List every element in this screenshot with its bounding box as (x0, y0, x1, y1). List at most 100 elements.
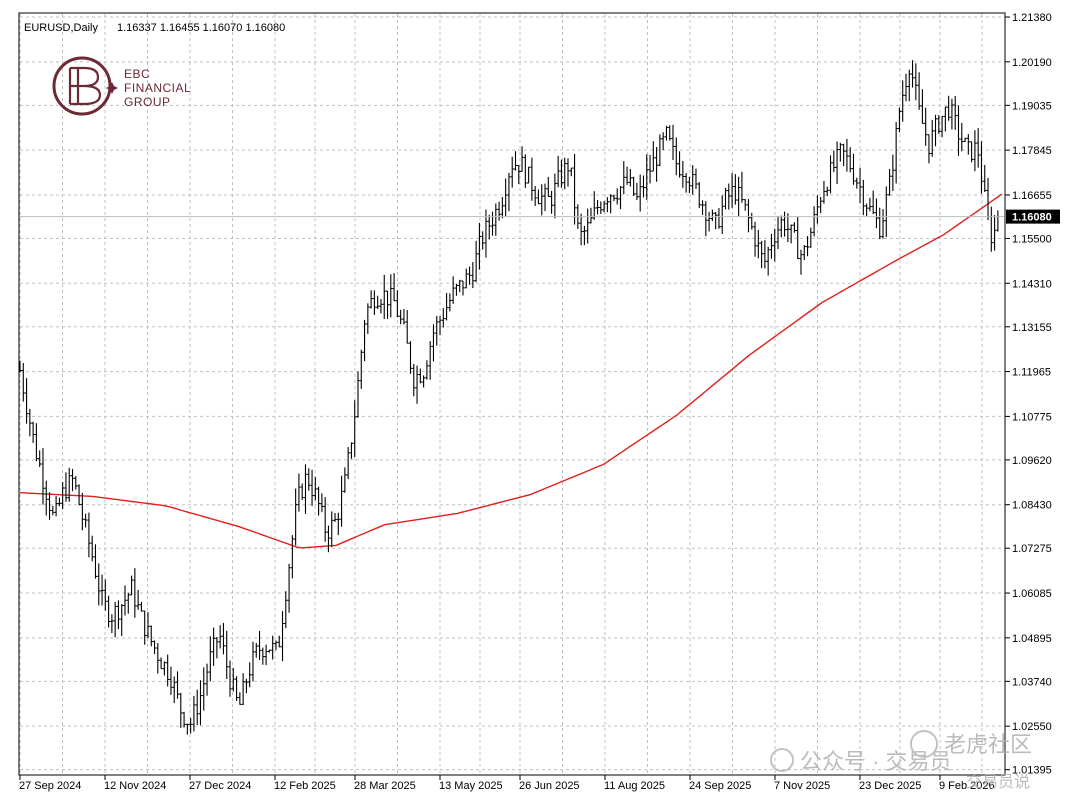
ohlc-bar (418, 368, 422, 384)
ohlc-bar (887, 168, 892, 196)
ohlc-bar (661, 132, 665, 151)
ohlc-bar (700, 200, 705, 216)
ohlc-bar (635, 182, 639, 201)
ohlc-bar (970, 141, 974, 163)
ohlc-bar (438, 315, 442, 336)
ohlc-bar (523, 154, 527, 188)
ohlc-values: 1.16337 1.16455 1.16070 1.16080 (117, 22, 285, 34)
ohlc-bar (664, 125, 669, 141)
ohlc-bar (612, 194, 616, 202)
ohlc-bar (956, 105, 961, 156)
ohlc-bar (628, 168, 632, 187)
ohlc-bar (910, 60, 915, 88)
ohlc-bar (172, 676, 176, 704)
ohlc-bar (44, 480, 48, 516)
ohlc-bar (198, 680, 203, 726)
ohlc-bar (152, 640, 157, 655)
ohlc-bar (733, 174, 737, 205)
x-tick-label: 13 May 2025 (439, 780, 503, 792)
ohlc-bar (848, 147, 852, 173)
ohlc-bar (271, 635, 275, 660)
ohlc-bar (625, 166, 629, 185)
ohlc-bar (349, 442, 354, 459)
ohlc-bar (513, 151, 518, 171)
ohlc-bar (819, 196, 823, 214)
ohlc-bar (80, 492, 84, 531)
ohlc-bar (399, 309, 403, 325)
ohlc-bar (238, 692, 242, 705)
x-tick-label: 23 Dec 2025 (859, 780, 921, 792)
ohlc-bar (773, 228, 777, 262)
ohlc-bar (248, 662, 252, 688)
ohlc-bar (61, 482, 65, 510)
ohlc-bar (225, 630, 229, 679)
ohlc-bar (70, 468, 75, 492)
ohlc-bar (156, 643, 160, 674)
ohlc-bar (654, 146, 659, 182)
ohlc-bar (645, 154, 649, 200)
ohlc-bar (881, 209, 885, 239)
ohlc-bar (720, 195, 724, 234)
ohlc-bar (448, 293, 452, 312)
y-tick-label: 1.19035 (1012, 100, 1052, 112)
ohlc-bar (356, 371, 360, 418)
ohlc-bar (586, 208, 590, 244)
ohlc-bar (24, 378, 29, 424)
x-tick-label: 9 Feb 2026 (939, 780, 995, 792)
ohlc-bar (796, 217, 800, 260)
ohlc-bar (192, 695, 196, 732)
last-price-tag (1006, 209, 1060, 224)
ohlc-bar (618, 185, 623, 210)
logo-line-3: GROUP (124, 95, 171, 109)
ohlc-bar (74, 475, 78, 490)
ohlc-bar (799, 249, 803, 275)
ohlc-bar (120, 604, 124, 636)
y-tick-label: 1.06085 (1012, 588, 1052, 600)
ohlc-bar (766, 246, 770, 276)
ohlc-bar (838, 142, 842, 162)
ohlc-bar (891, 154, 895, 192)
ohlc-bar (336, 512, 340, 536)
ohlc-bar (668, 125, 672, 141)
ohlc-bar (21, 362, 25, 402)
y-tick-label: 1.01395 (1012, 765, 1052, 777)
ohlc-bar (90, 535, 94, 562)
ohlc-bar (671, 124, 675, 161)
ohlc-bar (428, 341, 432, 380)
ohlc-bar (471, 262, 475, 289)
y-tick-label: 1.09620 (1012, 455, 1052, 467)
x-axis: 27 Sep 2024 12 Nov 2024 27 Dec 2024 12 Feb … (19, 775, 995, 792)
ohlc-bar (894, 122, 898, 184)
ohlc-bar (169, 666, 173, 695)
ohlc-bar (57, 497, 61, 507)
ohlc-bar (392, 273, 396, 302)
ohlc-bar (868, 197, 872, 212)
ohlc-bar (953, 95, 957, 130)
y-tick-label: 1.08430 (1012, 500, 1052, 512)
ohlc-bar (28, 408, 32, 437)
ohlc-bar (34, 423, 39, 462)
ohlc-bar (746, 199, 751, 233)
ohlc-bar (914, 63, 918, 101)
ohlc-bar (376, 295, 380, 309)
ohlc-bar (175, 671, 180, 699)
ohlc-bar (244, 678, 249, 694)
ohlc-bar (950, 98, 954, 130)
ohlc-bar (251, 641, 255, 682)
ohlc-bar (730, 173, 734, 208)
ohlc-bar (927, 134, 931, 164)
ohlc-bar (362, 319, 367, 362)
ohlc-bar (599, 201, 603, 215)
ohlc-bar (674, 137, 678, 176)
ohlc-bar (143, 610, 147, 645)
ohlc-bar (776, 215, 780, 250)
y-tick-label: 1.07275 (1012, 543, 1052, 555)
ohlc-bar (802, 244, 806, 261)
y-tick-label: 1.20190 (1012, 57, 1052, 69)
logo-line-2: FINANCIAL (124, 81, 191, 95)
ohlc-bar (832, 150, 836, 173)
ohlc-bar (845, 138, 849, 172)
ohlc-bar (294, 488, 298, 546)
ohlc-bar (146, 612, 150, 639)
